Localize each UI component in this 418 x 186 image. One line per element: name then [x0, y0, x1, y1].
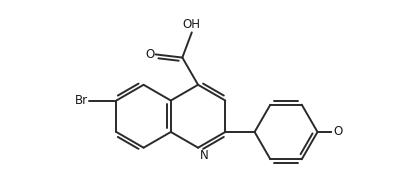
Text: O: O: [334, 126, 343, 138]
Text: Br: Br: [75, 94, 88, 107]
Text: N: N: [200, 149, 209, 162]
Text: O: O: [145, 48, 154, 61]
Text: OH: OH: [183, 18, 201, 31]
